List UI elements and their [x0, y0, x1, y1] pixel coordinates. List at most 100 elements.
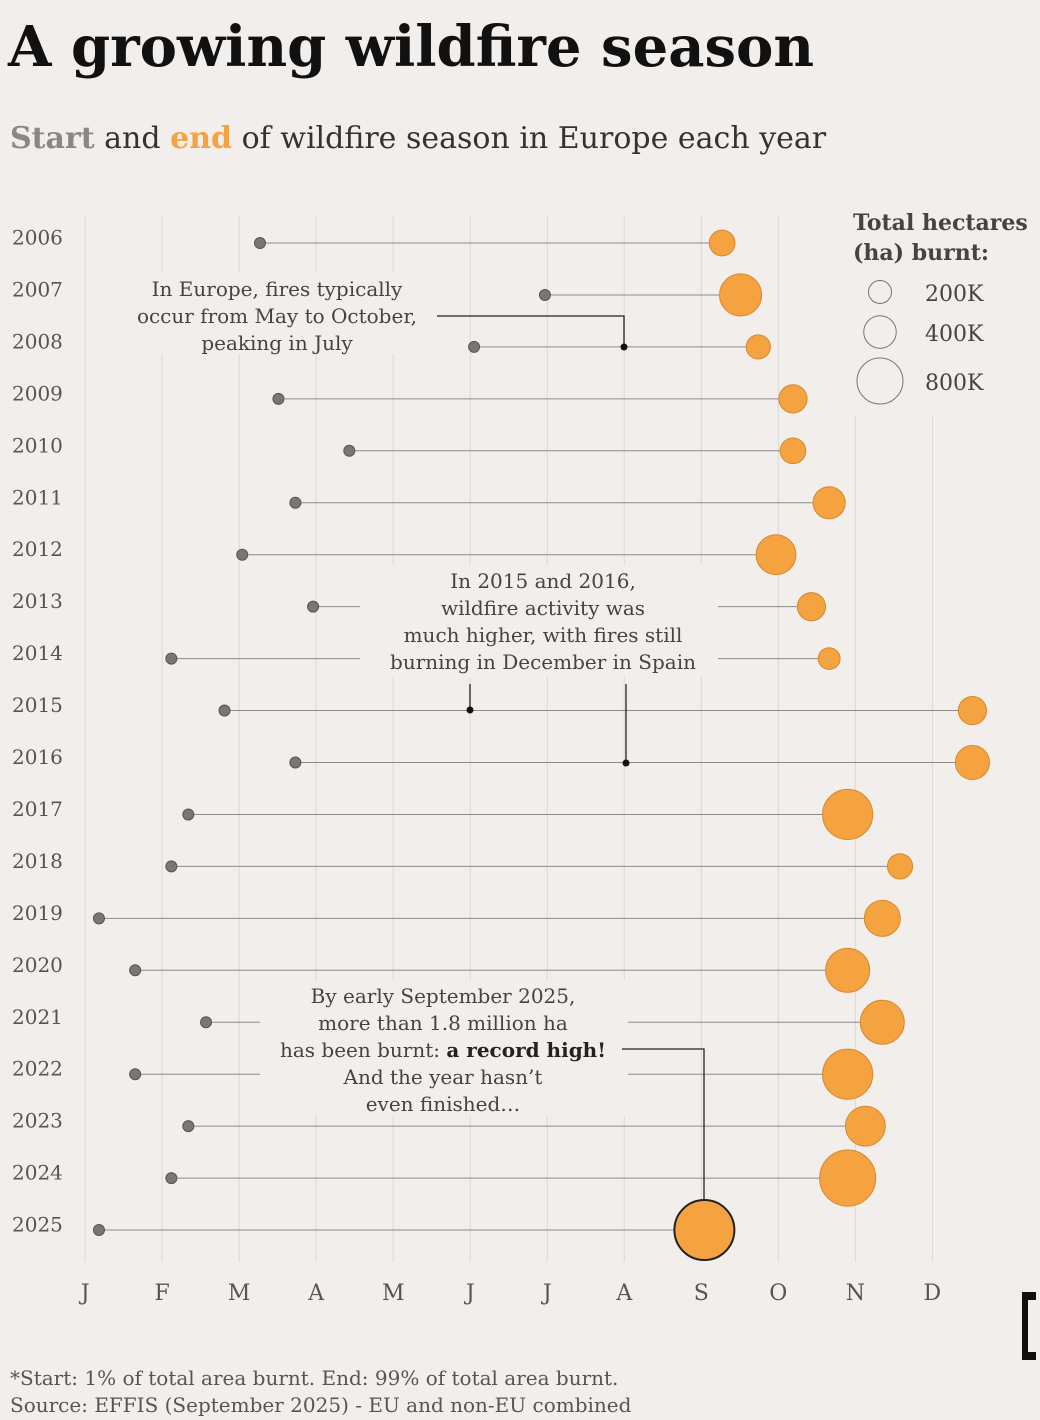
end-bubble: [673, 1199, 736, 1262]
subtitle: Start and end of wildfire season in Euro…: [10, 121, 827, 156]
y-tick-label: 2011: [12, 485, 63, 509]
start-dot: [538, 288, 551, 301]
start-dot: [343, 444, 356, 457]
annotation-dot: [620, 343, 628, 351]
y-tick-label: 2006: [12, 226, 63, 250]
start-dot: [289, 496, 302, 509]
end-bubble: [954, 744, 990, 781]
legend-title: (ha) burnt:: [853, 240, 989, 266]
start-dot: [253, 237, 266, 249]
y-tick-label: 2018: [12, 849, 63, 873]
legend-label: 400K: [925, 322, 984, 347]
start-dot: [307, 600, 320, 613]
legend-title: Total hectares: [853, 210, 1028, 236]
end-bubble: [863, 899, 901, 937]
annotation-dot: [622, 759, 630, 767]
annotation-line: even finished…: [366, 1092, 521, 1116]
start-dot: [200, 1016, 213, 1029]
annotation-line: occur from May to October,: [137, 304, 417, 328]
subtitle-part: of wildfire season in Europe each year: [242, 121, 827, 156]
annotation-bg: [112, 272, 437, 354]
start-dot: [129, 1068, 142, 1081]
logo: [1022, 1292, 1036, 1360]
annotation-line: more than 1.8 million ha: [318, 1011, 568, 1035]
annotation-line: By early September 2025,: [311, 984, 576, 1008]
end-bubble: [812, 486, 846, 520]
x-tick-label: J: [79, 1281, 90, 1306]
y-tick-label: 2008: [12, 329, 63, 353]
start-dot: [129, 964, 142, 977]
chart-title: A growing wildfire season: [7, 14, 814, 80]
end-bubble: [796, 592, 827, 622]
start-dot: [182, 808, 195, 821]
y-tick-label: 2015: [12, 693, 63, 717]
end-bubble: [755, 534, 797, 576]
legend-circle: [856, 357, 904, 405]
annotation-bg: [260, 980, 628, 1116]
start-dot: [165, 1172, 178, 1185]
annotation-text: has been burnt:: [280, 1038, 440, 1062]
legend-label: 800K: [925, 371, 984, 396]
legend-start: Start: [10, 121, 95, 156]
y-tick-label: 2022: [12, 1057, 63, 1081]
end-bubble: [822, 788, 874, 841]
x-tick-label: A: [307, 1281, 325, 1306]
annotation-line: wildfire activity was: [441, 596, 645, 620]
y-tick-label: 2013: [12, 589, 63, 613]
footnote: Source: EFFIS (September 2025) - EU and …: [10, 1393, 632, 1417]
size-legend: Total hectares (ha) burnt: 200K 400K 800K: [845, 200, 1040, 415]
y-tick-label: 2019: [12, 901, 63, 925]
x-tick-label: O: [769, 1281, 787, 1306]
start-dot: [165, 860, 178, 873]
x-tick-label: J: [464, 1281, 475, 1306]
y-tick-label: 2024: [12, 1161, 63, 1185]
annotation-connector: [622, 1048, 705, 1200]
legend-end: end: [170, 121, 232, 156]
end-bubble: [819, 1149, 877, 1207]
start-dot: [182, 1120, 195, 1133]
annotation-line: And the year hasn’t: [343, 1065, 543, 1089]
end-bubble: [886, 853, 914, 880]
x-tick-label: J: [541, 1281, 552, 1306]
y-tick-label: 2017: [12, 797, 63, 821]
start-dot: [272, 392, 285, 405]
legend-bg: [845, 200, 1040, 415]
annotation-line: peaking in July: [201, 331, 353, 355]
start-dot: [218, 704, 231, 717]
y-tick-label: 2012: [12, 537, 63, 561]
y-tick-label: 2023: [12, 1109, 63, 1133]
annotation-line: burning in December in Spain: [390, 650, 696, 674]
x-tick-label: S: [694, 1281, 709, 1306]
end-bubble: [745, 334, 771, 360]
y-tick-label: 2021: [12, 1005, 63, 1029]
end-bubble: [822, 1048, 874, 1100]
y-tick-label: 2016: [12, 745, 63, 769]
y-tick-label: 2020: [12, 953, 63, 977]
start-dot: [165, 652, 178, 665]
y-tick-label: 2009: [12, 381, 63, 405]
legend-label: 200K: [925, 282, 984, 307]
rows: 2006 2007 2008 2009 2010 2011 2012 2013 2014 2015…: [12, 226, 990, 1262]
legend-circle: [863, 315, 897, 349]
annotation-line: In Europe, fires typically: [152, 277, 403, 301]
annotation-bg: [360, 565, 718, 677]
end-bubble: [859, 999, 905, 1045]
end-bubble: [825, 947, 871, 993]
x-tick-label: N: [846, 1281, 865, 1306]
x-tick-label: A: [615, 1281, 633, 1306]
x-tick-label: M: [382, 1281, 405, 1306]
end-bubble: [719, 273, 763, 317]
y-tick-label: 2007: [12, 277, 63, 301]
annotation-connector: [437, 315, 625, 347]
x-tick-label: F: [154, 1281, 169, 1306]
footnote: *Start: 1% of total area burnt. End: 99%…: [10, 1366, 618, 1390]
end-bubble: [779, 437, 807, 465]
x-tick-label: M: [228, 1281, 251, 1306]
legend-circle: [868, 280, 892, 304]
annotation-bold: a record high!: [446, 1038, 606, 1062]
annotations: In Europe, fires typically occur from May…: [112, 272, 718, 1200]
annotation-line: has been burnt: a record high!: [280, 1038, 606, 1062]
annotation-line: much higher, with fires still: [404, 623, 683, 647]
